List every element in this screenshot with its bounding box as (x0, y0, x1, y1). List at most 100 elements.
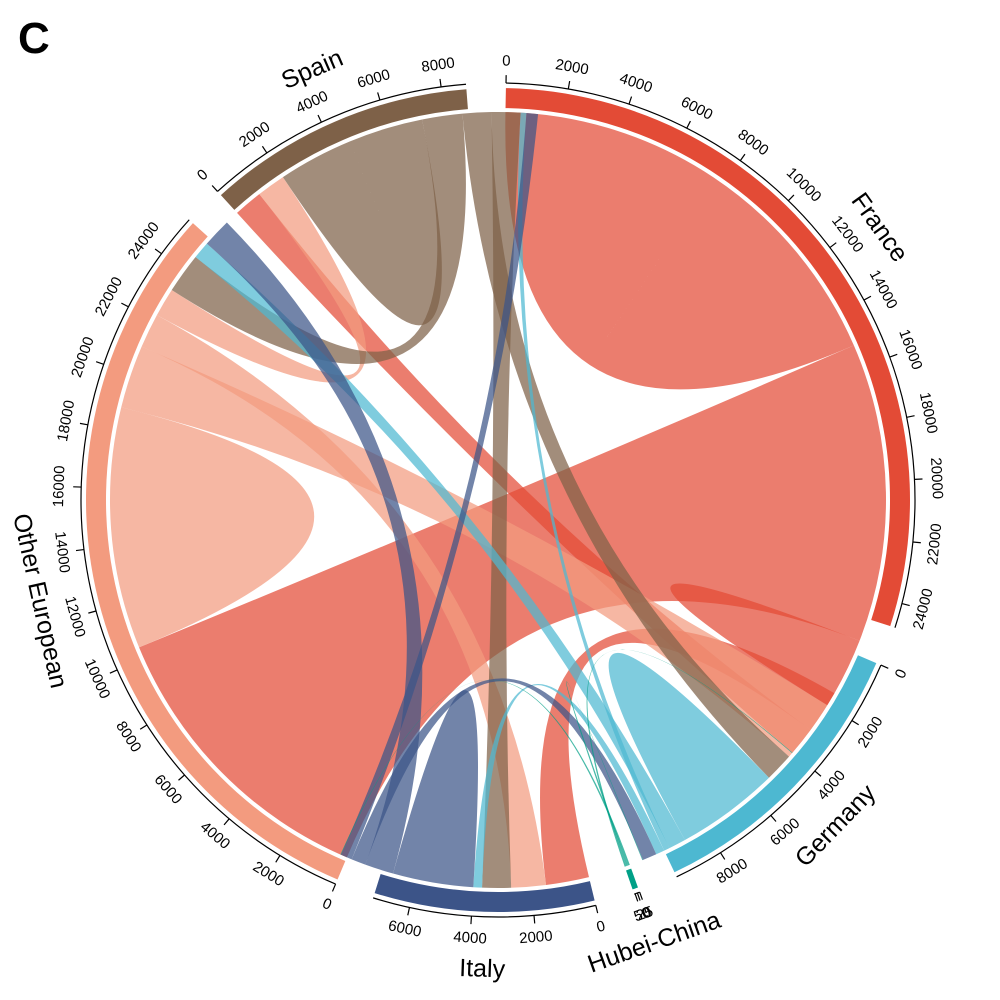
panel-letter: C (18, 14, 50, 63)
tick-label: 20000 (927, 457, 946, 500)
tick-mark (719, 852, 726, 860)
tick-mark (470, 916, 473, 925)
tick-mark (178, 774, 185, 781)
tick-mark (79, 422, 88, 426)
tick-label: 4000 (197, 818, 233, 853)
tick-label: 22000 (92, 274, 126, 319)
chord-ribbon-italy-to-italy (393, 690, 478, 888)
tick-mark (377, 92, 381, 101)
sector-track-spain (220, 89, 468, 210)
tick-mark (317, 114, 322, 123)
chord-ribbon-spain-to-other-european (171, 113, 466, 364)
tick-mark (787, 194, 795, 202)
sector-track-hubei-china (626, 868, 638, 890)
tick-mark (331, 883, 337, 892)
tick-mark (275, 855, 281, 863)
tick-label: 25 (634, 903, 655, 925)
tick-mark (533, 915, 536, 924)
tick-mark (211, 185, 218, 192)
tick-mark (628, 96, 633, 105)
tick-mark (139, 724, 148, 730)
sector-axis-germany (676, 664, 882, 878)
tick-mark (121, 302, 129, 308)
tick-label: 22000 (924, 523, 945, 566)
tick-mark (686, 120, 691, 129)
chord-ribbon-germany-to-italy (473, 684, 665, 888)
tick-label: 6000 (355, 66, 392, 92)
tick-mark (851, 720, 860, 726)
tick-label: 10000 (81, 656, 114, 701)
tick-mark (439, 78, 442, 87)
chord-ribbon-france-to-other-european (139, 345, 886, 858)
ribbon-layer (110, 111, 886, 888)
chord-ribbon-italy-to-other-european (206, 222, 423, 874)
tick-mark (634, 893, 639, 902)
tick-label: 0 (194, 166, 212, 184)
tick-label: 18000 (54, 399, 78, 443)
tick-mark (567, 80, 571, 90)
tick-mark (889, 353, 898, 358)
tick-mark (770, 815, 777, 822)
tick-label: 0 (595, 918, 607, 936)
tick-label: 50 (632, 904, 653, 926)
sector-axis-france (505, 82, 916, 628)
tick-mark (223, 818, 230, 826)
tick-label: 6000 (387, 917, 423, 941)
tick-label: 8000 (735, 126, 772, 159)
sector-track-italy (374, 874, 595, 912)
chord-ribbon-germany-to-germany (608, 652, 769, 840)
tick-label: 18000 (916, 391, 941, 435)
tick-label: 24000 (910, 587, 937, 632)
tick-label: 16000 (895, 327, 925, 372)
tick-mark (154, 248, 162, 255)
tick-mark (595, 905, 599, 914)
chord-ribbon-other-european-to-germany (121, 346, 828, 757)
tick-label: 2000 (554, 56, 590, 78)
chord-ribbon-france-to-germany (670, 583, 860, 706)
tick-label: 20000 (68, 335, 98, 380)
tick-mark (739, 153, 746, 161)
chord-ribbon-other-european-to-other-european (110, 407, 315, 648)
tick-label: 14000 (866, 267, 901, 312)
sector-axis-other-european (80, 219, 336, 885)
chord-ribbon-france-to-france (505, 112, 854, 390)
sector-axis-italy (372, 897, 596, 918)
tick-mark (829, 242, 837, 249)
tick-mark (95, 361, 104, 365)
tick-mark (912, 541, 921, 544)
tick-label: 14000 (51, 530, 73, 573)
tick-label: 0 (502, 53, 511, 70)
tick-mark (407, 907, 411, 916)
chord-ribbon-other-european-to-spain (156, 177, 367, 383)
tick-label: 4000 (453, 929, 487, 948)
tick-mark (639, 891, 643, 900)
tick-label: 4000 (293, 88, 330, 118)
tick-mark (863, 295, 872, 301)
sector-axis-hubei-china (633, 891, 640, 895)
chord-ribbon-spain-to-spain (282, 119, 442, 326)
tick-label: 8000 (714, 855, 751, 887)
tick-mark (814, 770, 822, 777)
sector-label: Italy (459, 954, 506, 984)
tick-label: 8000 (112, 718, 144, 755)
tick-label: 0 (320, 895, 334, 914)
tick-mark (901, 603, 910, 607)
tick-mark (109, 669, 118, 674)
tick-mark (880, 664, 889, 669)
sector-axis-spain (217, 83, 467, 192)
tick-mark (88, 610, 97, 614)
tick-label: 16000 (50, 465, 68, 507)
sector-track-germany (665, 655, 877, 873)
tick-label: 0 (892, 667, 911, 681)
tick-mark (75, 548, 85, 552)
sector-track-other-european (85, 223, 346, 880)
tick-label: 2000 (855, 714, 887, 751)
tick-mark (636, 892, 641, 901)
tick-label: 6000 (678, 93, 715, 123)
tick-label: 24000 (125, 219, 163, 263)
tick-label: 4000 (617, 70, 654, 97)
tick-label: 2000 (236, 118, 273, 151)
tick-label: 12000 (61, 594, 88, 639)
sector-italy: 0 2000 4000 6000 Italy (372, 874, 607, 984)
